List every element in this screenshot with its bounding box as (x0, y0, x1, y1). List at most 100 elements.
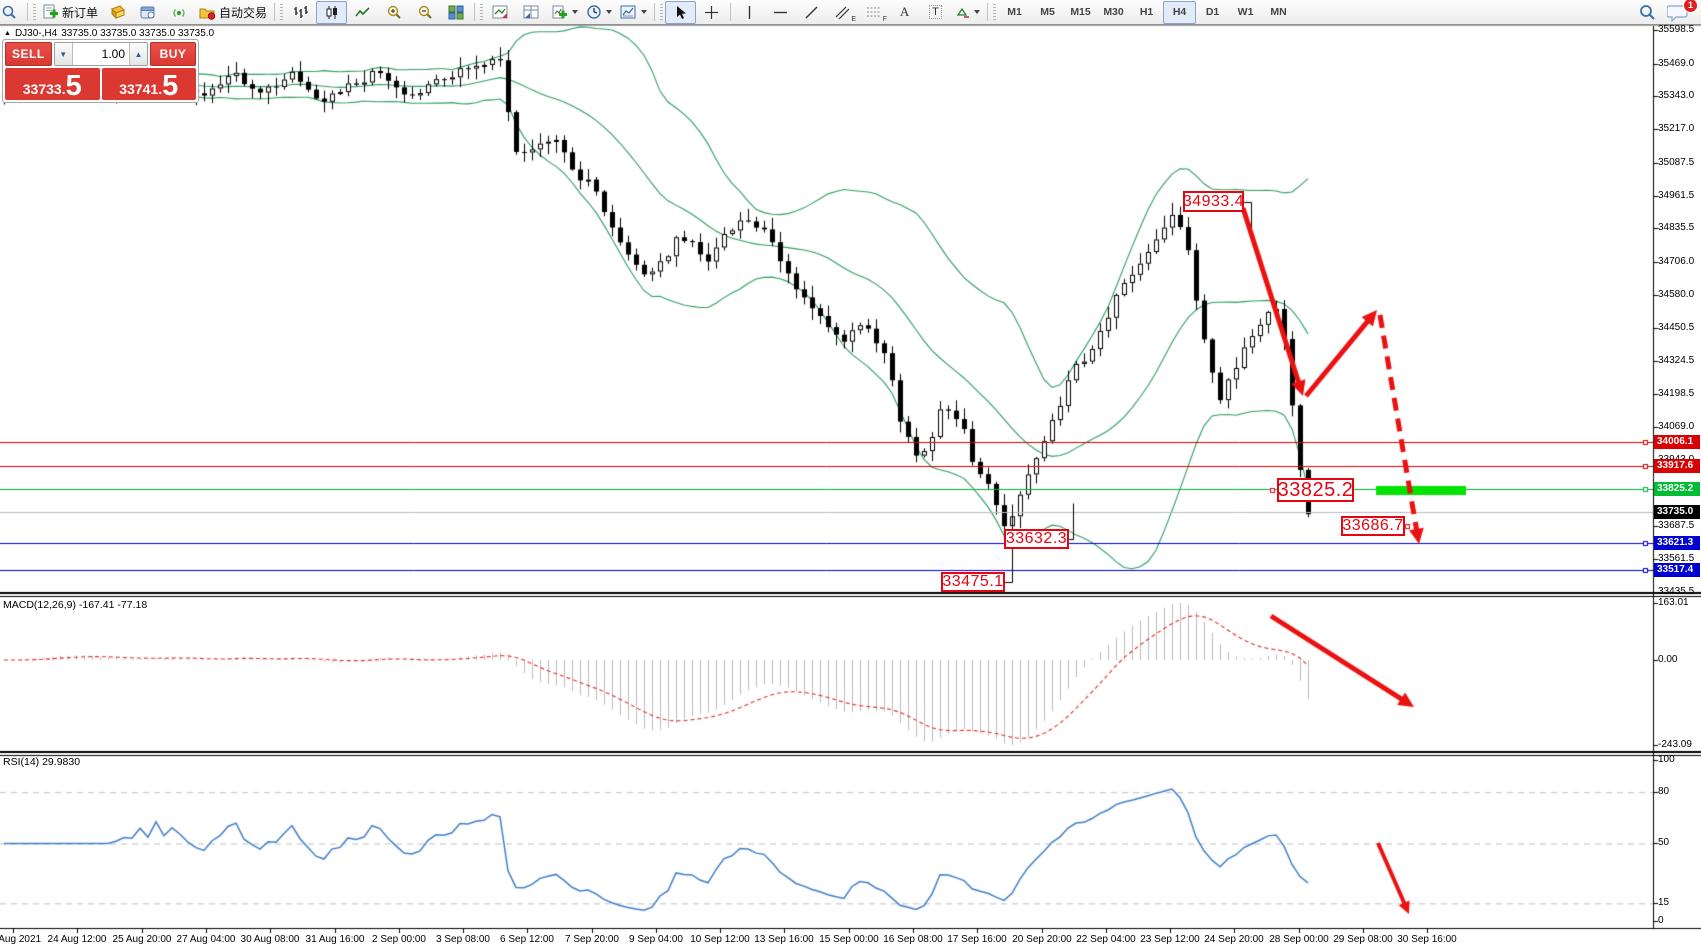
volume-stepper: ▼ ▲ (53, 42, 148, 66)
ask-price-panel[interactable]: 33741. 5 (101, 68, 196, 100)
timeframe-h4[interactable]: H4 (1163, 0, 1197, 24)
timeframe-mn[interactable]: MN (1270, 6, 1287, 18)
time-axis-label: 24 Sep 20:00 (1204, 934, 1264, 945)
volume-input[interactable] (72, 43, 129, 65)
cursor-tool-button[interactable] (665, 0, 697, 24)
price-axis-tick: 33687.5 (1658, 520, 1695, 531)
price-annotation[interactable]: 33686.7 (1341, 516, 1405, 536)
channel-tool-button[interactable]: E (827, 1, 858, 24)
navigator-button[interactable] (133, 1, 164, 24)
arrows-tool-button[interactable] (951, 1, 984, 24)
timeframe-h1[interactable]: H1 (1139, 6, 1154, 18)
price-annotation[interactable]: 34933.4 (1183, 191, 1244, 212)
symbol-name: DJ30-,H4 (14, 28, 58, 39)
candlestick-icon (324, 5, 340, 20)
indicator-window-button[interactable] (485, 1, 516, 24)
timeframe-m15[interactable]: M15 (1070, 6, 1091, 18)
timeframe-m1[interactable]: M1 (1007, 6, 1022, 18)
crosshair-tool-button[interactable] (696, 1, 727, 24)
time-axis-label: 27 Aug 04:00 (176, 934, 236, 945)
timeframe-d1[interactable]: D1 (1205, 6, 1220, 18)
find-symbol-button[interactable] (0, 1, 24, 24)
new-order-label: 新订单 (62, 5, 99, 20)
rsi-axis-tick: 80 (1658, 786, 1670, 797)
price-axis-tick: 35598.5 (1658, 24, 1695, 35)
trendline-tool-button[interactable] (796, 1, 827, 24)
price-annotation[interactable]: 33632.3 (1004, 529, 1069, 549)
period-button[interactable] (582, 1, 616, 24)
time-axis-label: 23 Sep 12:00 (1140, 934, 1200, 945)
price-level-tag: 33825.2 (1654, 482, 1700, 496)
timeframe-w1[interactable]: W1 (1237, 6, 1254, 18)
add-indicator-icon (551, 5, 568, 20)
buy-button[interactable]: BUY (150, 42, 196, 66)
notifications-button[interactable]: 1 (1662, 0, 1698, 24)
fibonacci-icon (866, 5, 881, 20)
market-watch-button[interactable] (102, 1, 133, 24)
hline-tool-button[interactable] (765, 1, 796, 24)
equidistant-channel-icon (835, 5, 850, 20)
price-level-tag: 33621.3 (1654, 536, 1700, 550)
rsi-indicator-label: RSI(14) 29.9830 (3, 756, 81, 768)
timeframe-m5[interactable]: M5 (1040, 6, 1055, 18)
time-axis-label: 3 Sep 08:00 (436, 934, 490, 945)
price-axis-tick: 34450.5 (1658, 322, 1695, 333)
data-window-icon (523, 5, 540, 20)
timeframe-m30[interactable]: M30 (1103, 6, 1124, 18)
fibonacci-tool-button[interactable]: F (858, 1, 889, 24)
time-axis-label: 30 Aug 08:00 (240, 934, 300, 945)
search-button[interactable] (1631, 1, 1662, 24)
fibonacci-letter: F (882, 15, 888, 23)
time-axis-label: 7 Sep 20:00 (565, 934, 619, 945)
channel-letter: E (851, 15, 857, 23)
tile-windows-button[interactable] (440, 1, 471, 24)
price-axis-tick: 34580.0 (1658, 289, 1695, 300)
price-axis-tick: 34069.0 (1658, 421, 1695, 432)
volume-increase-button[interactable]: ▲ (129, 43, 147, 65)
signals-button[interactable] (164, 1, 195, 24)
zoom-in-button[interactable] (378, 1, 409, 24)
crosshair-icon (704, 5, 719, 20)
main-toolbar: 新订单 自动交易 (0, 0, 1701, 25)
time-axis-label: 17 Sep 16:00 (947, 934, 1007, 945)
price-level-tag: 33517.4 (1654, 563, 1700, 577)
arrows-caret-icon (974, 10, 981, 14)
line-chart-mode-button[interactable] (347, 1, 378, 24)
vline-tool-button[interactable] (734, 1, 765, 24)
volume-decrease-button[interactable]: ▼ (54, 43, 73, 65)
add-indicator-button[interactable] (547, 1, 582, 24)
time-axis-label: 20 Sep 20:00 (1012, 934, 1072, 945)
magnifier-icon (1, 4, 17, 20)
template-icon (620, 5, 637, 20)
zoom-out-button[interactable] (409, 1, 440, 24)
macd-axis-tick: -243.09 (1658, 739, 1692, 750)
macd-axis-tick: 0.00 (1658, 654, 1678, 665)
price-axis-tick: 33435.5 (1658, 586, 1695, 597)
new-order-button[interactable]: 新订单 (38, 1, 102, 24)
cursor-icon (674, 5, 688, 20)
bid-price-big: 5 (65, 69, 82, 102)
price-annotation[interactable]: 33475.1 (941, 572, 1005, 592)
symbol-ohlc: 33735.0 33735.0 33735.0 33735.0 (61, 28, 215, 39)
time-axis-label: 22 Sep 04:00 (1076, 934, 1136, 945)
sell-button[interactable]: SELL (5, 42, 52, 66)
time-axis-label: 13 Sep 16:00 (754, 934, 814, 945)
data-window-button[interactable] (516, 1, 547, 24)
price-axis-tick: 35087.5 (1658, 157, 1695, 168)
label-tool-button[interactable]: T (920, 1, 951, 24)
bid-price-panel[interactable]: 33733. 5 (5, 68, 100, 100)
symbol-info: ▲ DJ30-,H4 33735.0 33735.0 33735.0 33735… (4, 28, 214, 39)
bar-chart-mode-button[interactable] (285, 1, 316, 24)
symbol-expand-icon: ▲ (4, 30, 11, 37)
time-axis-label: 29 Sep 08:00 (1333, 934, 1393, 945)
one-click-trading-panel: SELL ▼ ▲ BUY 33733. 5 33741. 5 (2, 39, 199, 103)
time-axis-label: 10 Sep 12:00 (690, 934, 750, 945)
autotrading-button[interactable]: 自动交易 (195, 1, 271, 24)
price-annotation[interactable]: 33825.2 (1277, 478, 1354, 502)
text-tool-button[interactable]: A (889, 1, 920, 24)
arrows-tool-icon (955, 5, 970, 20)
candlestick-mode-button[interactable] (316, 0, 348, 24)
template-button[interactable] (616, 1, 651, 24)
